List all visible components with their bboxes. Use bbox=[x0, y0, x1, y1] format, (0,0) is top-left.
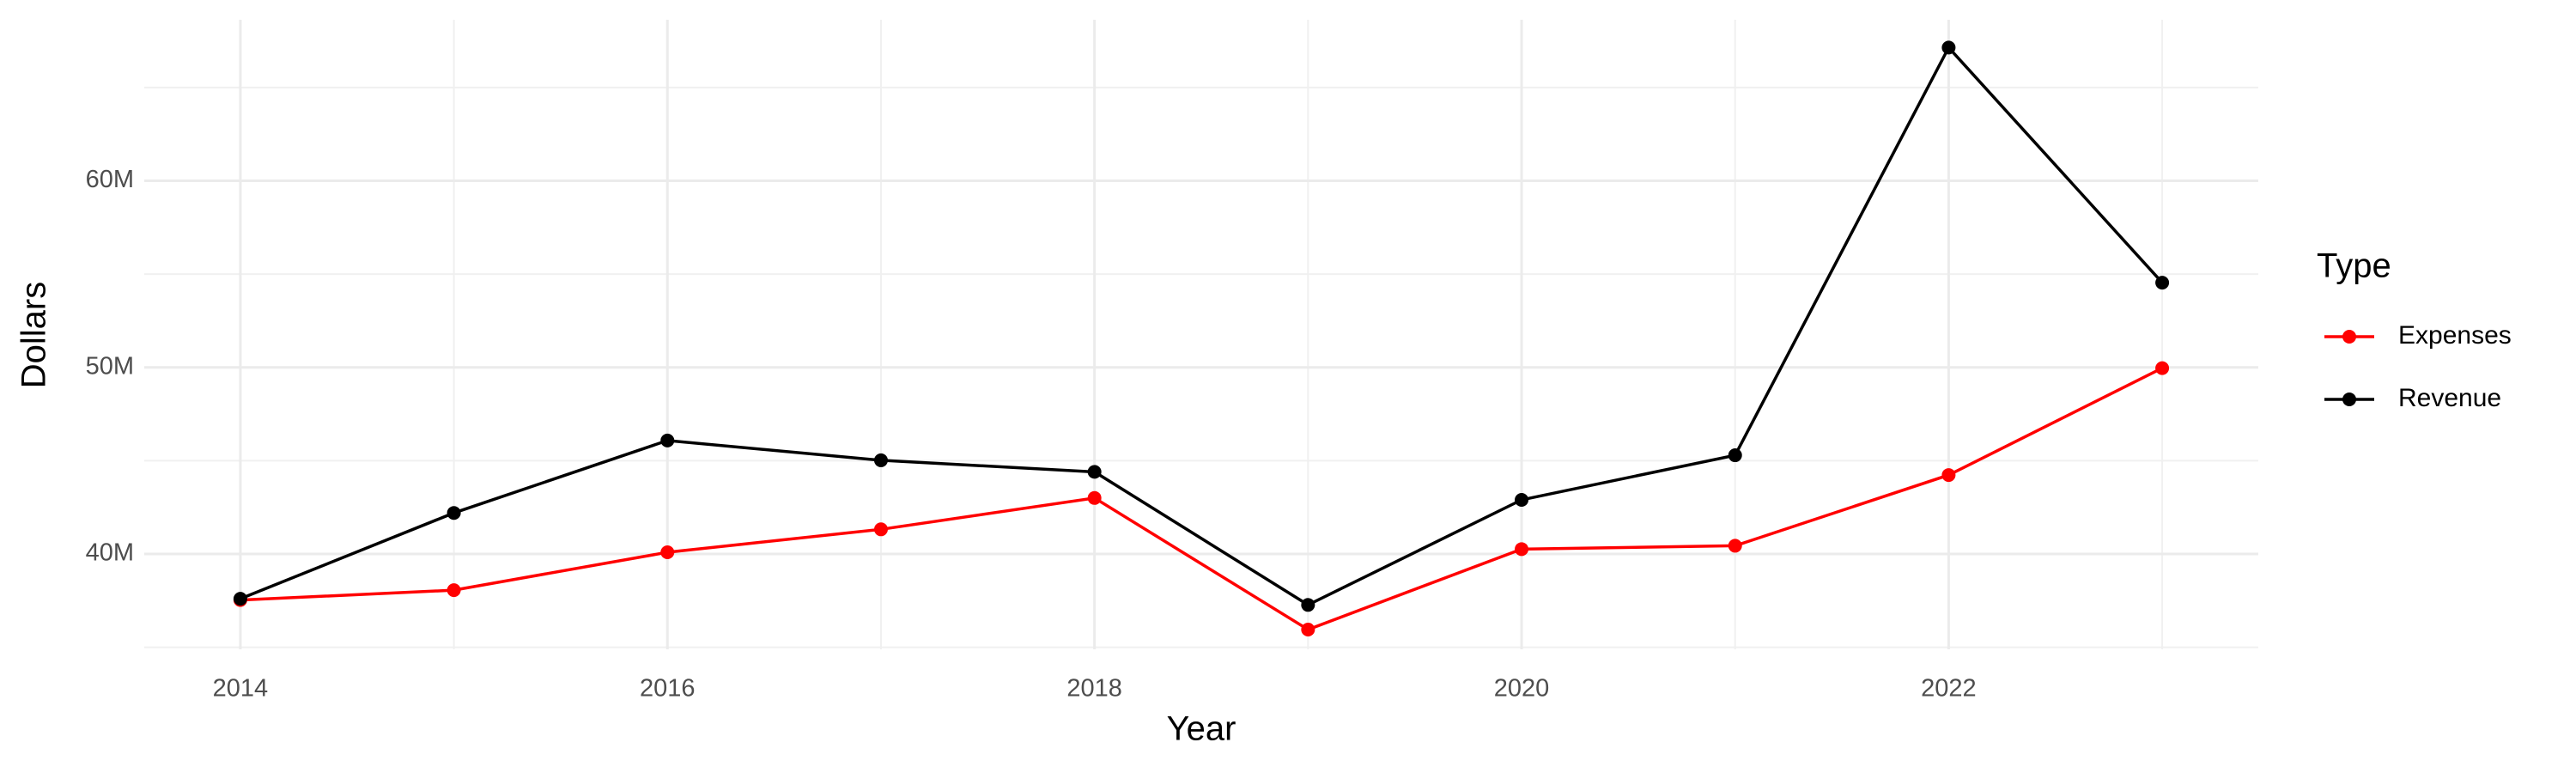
data-point bbox=[1515, 492, 1529, 507]
data-point bbox=[660, 433, 675, 447]
legend-label: Expenses bbox=[2398, 321, 2512, 350]
data-point bbox=[1728, 539, 1742, 553]
x-tick-label: 2018 bbox=[1066, 675, 1122, 703]
data-point bbox=[1515, 542, 1529, 557]
data-point bbox=[447, 506, 461, 520]
data-point bbox=[873, 522, 888, 537]
data-point bbox=[1728, 448, 1742, 463]
series-line bbox=[240, 367, 2163, 631]
data-point bbox=[1941, 40, 1956, 55]
x-axis-title: Year bbox=[1167, 710, 1236, 748]
data-point bbox=[233, 592, 247, 606]
data-point bbox=[1087, 465, 1102, 479]
data-point bbox=[1301, 598, 1315, 612]
data-point bbox=[1087, 490, 1102, 505]
legend-point bbox=[2342, 330, 2356, 344]
x-tick-label: 2022 bbox=[1921, 675, 1977, 703]
x-tick-label: 2020 bbox=[1494, 675, 1550, 703]
series-line bbox=[240, 45, 2164, 607]
data-point bbox=[2155, 276, 2170, 290]
legend-title: Type bbox=[2317, 247, 2391, 285]
data-point bbox=[1301, 622, 1315, 636]
data-point bbox=[447, 583, 461, 598]
data-point bbox=[660, 545, 675, 560]
data-point bbox=[1941, 468, 1956, 483]
legend-label: Revenue bbox=[2398, 384, 2501, 412]
data-point bbox=[2155, 361, 2170, 375]
y-tick-label: 60M bbox=[86, 166, 134, 193]
y-tick-label: 40M bbox=[86, 539, 134, 567]
x-tick-label: 2014 bbox=[213, 675, 269, 703]
y-axis-title: Dollars bbox=[15, 282, 53, 388]
x-tick-label: 2016 bbox=[640, 675, 696, 703]
y-tick-label: 50M bbox=[86, 352, 134, 380]
legend-point bbox=[2342, 393, 2356, 406]
data-point bbox=[873, 453, 888, 467]
